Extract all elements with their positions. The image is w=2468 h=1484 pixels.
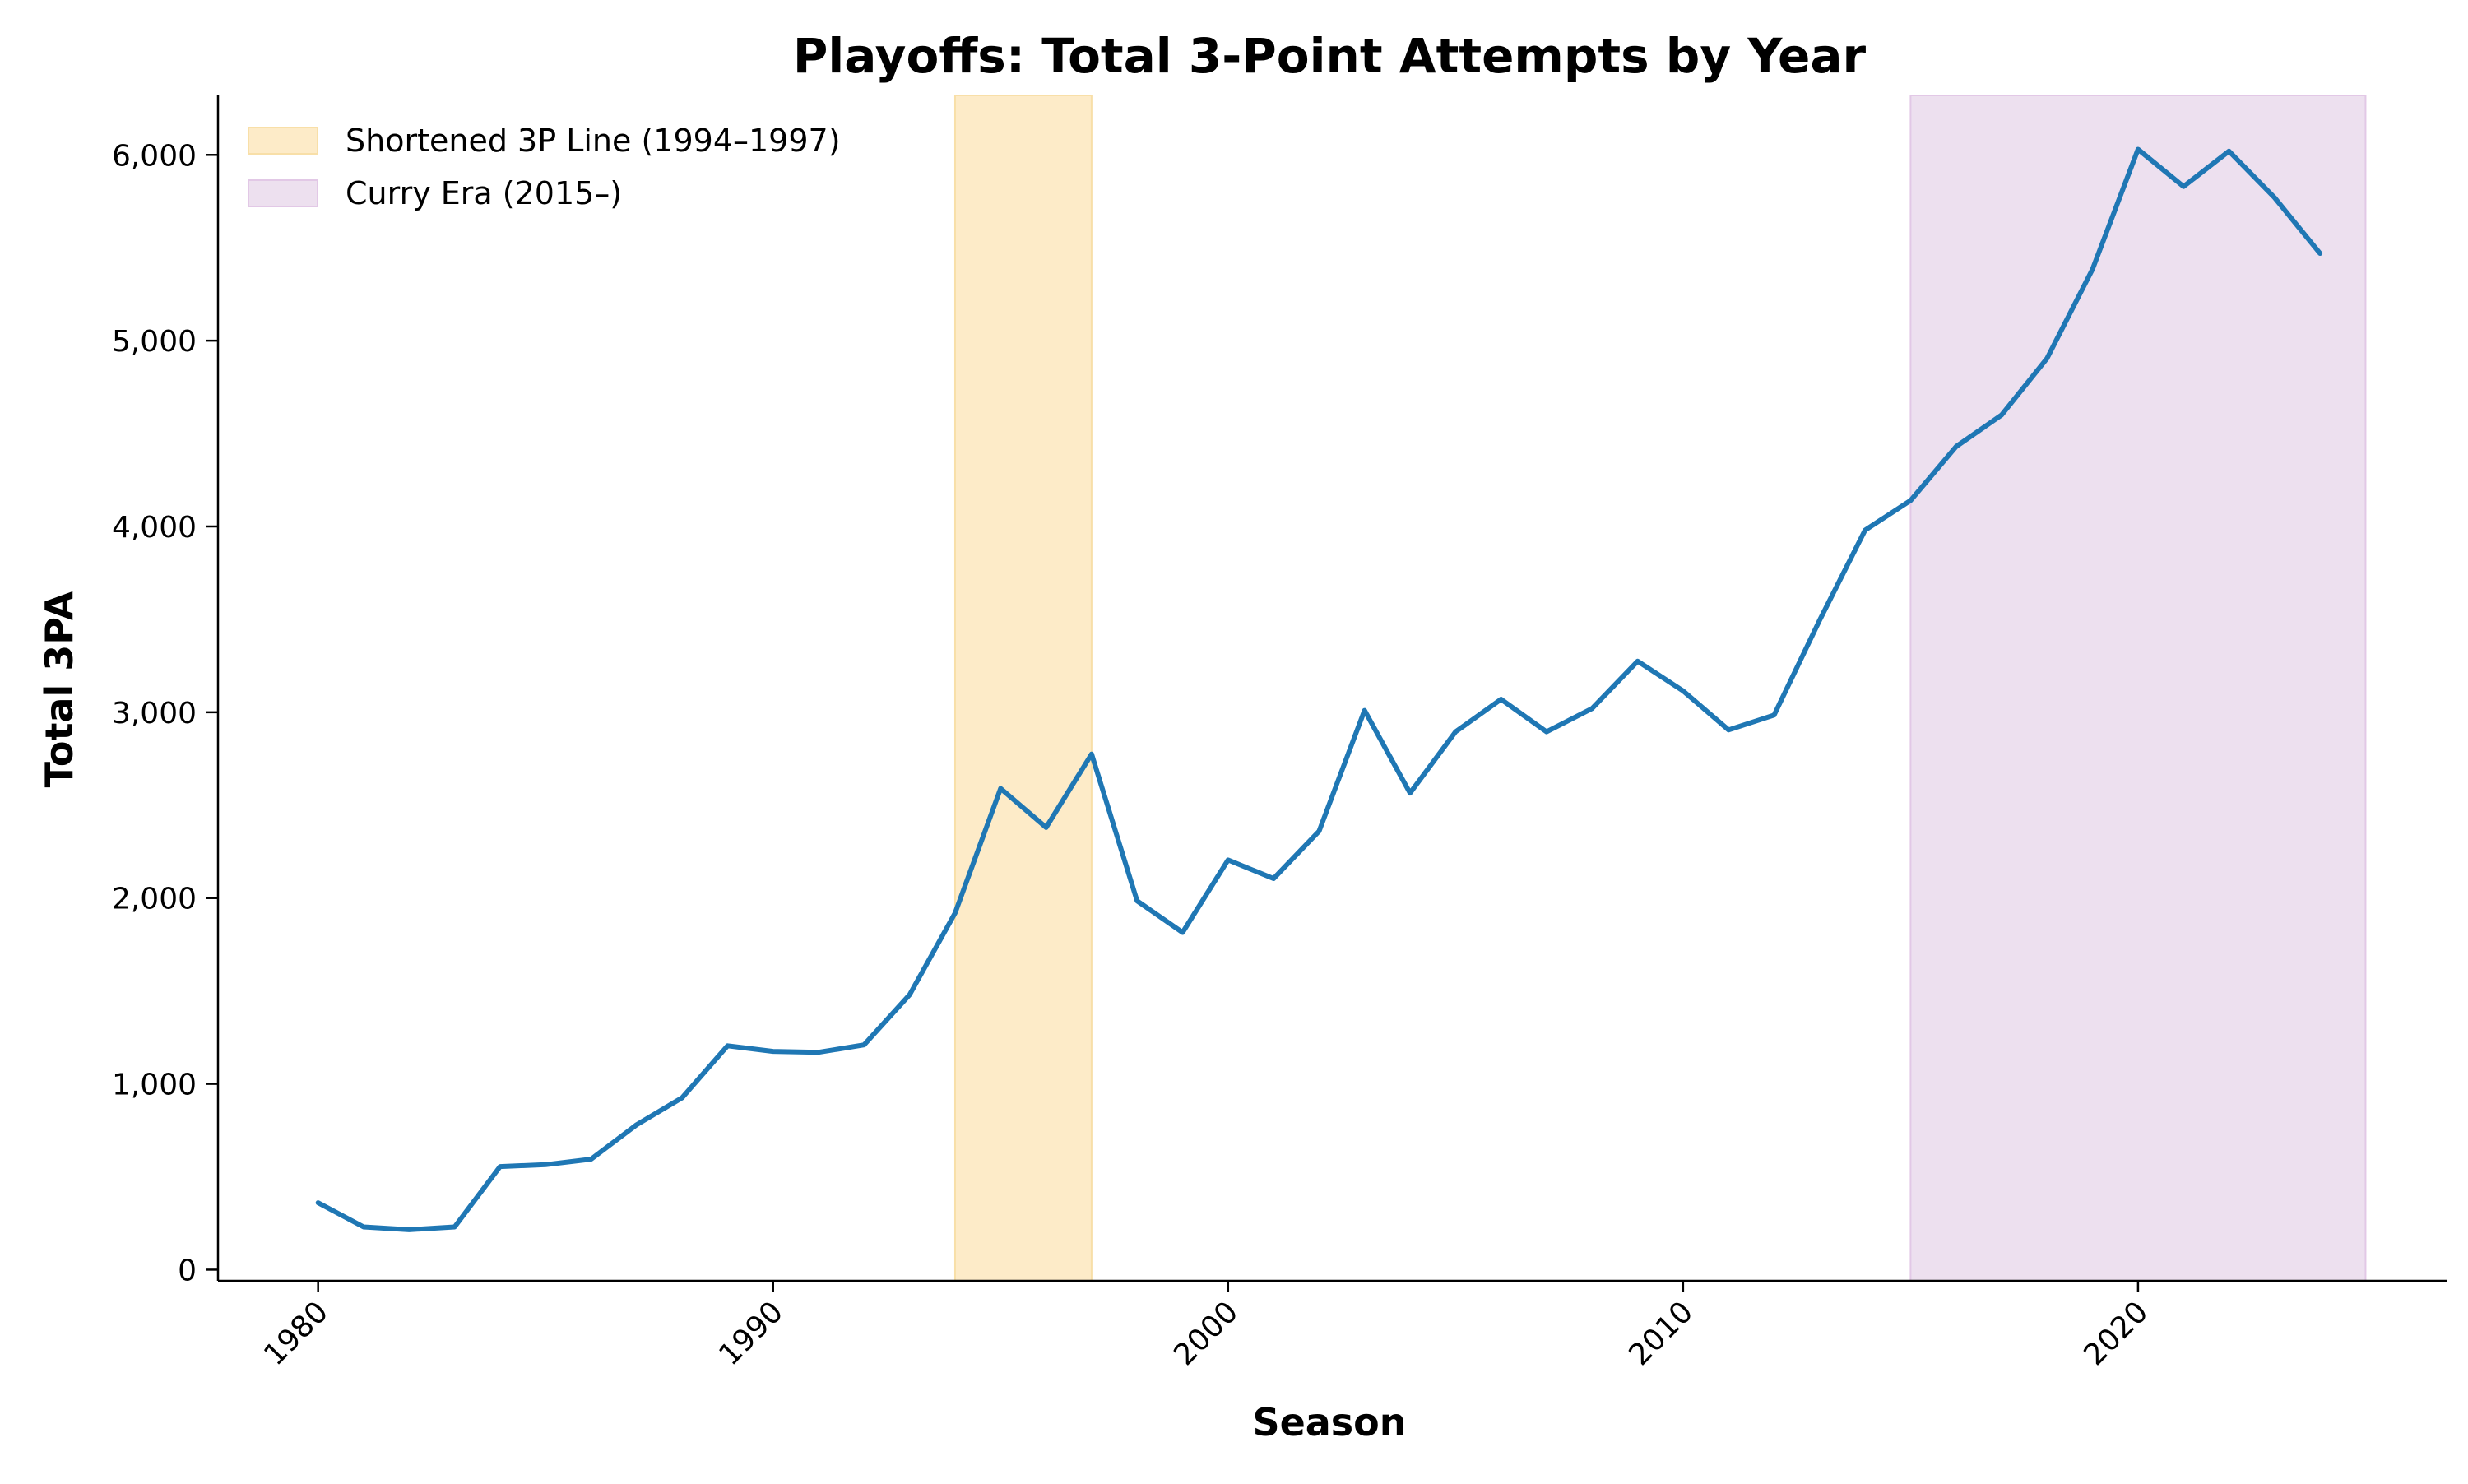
shaded-regions xyxy=(953,95,2367,1282)
y-tick-label: 6,000 xyxy=(112,139,197,173)
y-tick-label: 1,000 xyxy=(112,1069,197,1102)
y-tick-label: 5,000 xyxy=(112,325,197,359)
y-tick-label: 2,000 xyxy=(112,883,197,916)
x-tick-label: 1990 xyxy=(712,1295,790,1372)
legend-swatch-0 xyxy=(248,127,318,155)
chart-title: Playoffs: Total 3-Point Attempts by Year xyxy=(793,28,1867,84)
legend: Shortened 3P Line (1994–1997) Curry Era (… xyxy=(248,123,841,211)
x-tick-label: 2020 xyxy=(2078,1295,2155,1372)
x-axis-label: Season xyxy=(1252,1400,1406,1445)
series-layer xyxy=(315,146,2323,1232)
legend-label-0: Shortened 3P Line (1994–1997) xyxy=(346,123,841,159)
legend-swatch-1 xyxy=(248,179,318,207)
y-tick-label: 3,000 xyxy=(112,697,197,730)
legend-label-1: Curry Era (2015–) xyxy=(346,175,622,211)
shaded-region-0 xyxy=(953,95,1093,1282)
ticks: 0 1,000 2,000 3,000 4,000 5,000 6,000 1980 1990 2… xyxy=(112,139,2155,1372)
series-line-0 xyxy=(315,146,2323,1232)
x-tick-label: 2000 xyxy=(1167,1295,1245,1372)
y-axis-label: Total 3PA xyxy=(37,591,81,787)
shaded-region-1 xyxy=(1909,95,2367,1282)
x-tick-label: 1980 xyxy=(257,1295,335,1372)
x-tick-label: 2010 xyxy=(1622,1295,1700,1372)
y-tick-label: 0 xyxy=(178,1254,197,1287)
y-tick-label: 4,000 xyxy=(112,511,197,545)
